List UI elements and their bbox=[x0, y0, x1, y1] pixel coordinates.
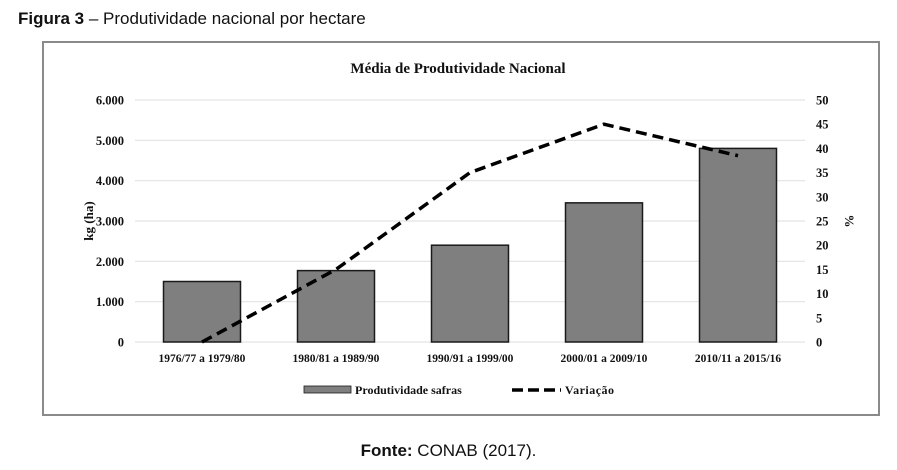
bar bbox=[430, 244, 510, 343]
y-tick-label: 4.000 bbox=[96, 174, 124, 188]
bar bbox=[162, 280, 242, 343]
legend-label-line: Variação bbox=[565, 383, 615, 397]
x-tick-label: 2000/01 a 2009/10 bbox=[561, 353, 648, 365]
chart-frame bbox=[42, 41, 880, 416]
source-note: Fonte: CONAB (2017). bbox=[0, 441, 897, 461]
legend-label-bars: Produtividade safras bbox=[355, 383, 462, 397]
x-tick-label: 1990/91 a 1999/00 bbox=[427, 353, 514, 365]
bar bbox=[564, 202, 644, 343]
y-tick-label: 5.000 bbox=[96, 134, 124, 148]
x-axis-ticks: 1976/77 a 1979/80 1980/81 a 1989/90 1990/9… bbox=[159, 353, 782, 365]
figure-caption: Figura 3 – Produtividade nacional por he… bbox=[18, 9, 366, 29]
y2-tick-label: 25 bbox=[816, 215, 829, 229]
bar bbox=[296, 269, 376, 343]
y2-tick-label: 45 bbox=[816, 118, 829, 132]
y-axis-left-label: kg (ha) bbox=[81, 201, 96, 240]
x-tick-label: 2010/11 a 2015/16 bbox=[695, 353, 782, 365]
y2-tick-label: 5 bbox=[816, 311, 822, 325]
y2-tick-label: 0 bbox=[816, 336, 822, 350]
source-label: Fonte: bbox=[360, 441, 413, 460]
y-tick-label: 1.000 bbox=[96, 295, 124, 309]
x-tick-label: 1976/77 a 1979/80 bbox=[159, 353, 246, 365]
y2-tick-label: 35 bbox=[816, 166, 829, 180]
bar bbox=[698, 147, 778, 343]
legend-swatch-bars bbox=[303, 385, 352, 394]
source-text: CONAB (2017). bbox=[412, 441, 537, 460]
y-axis-right-ticks: 0 5 10 15 20 25 30 35 40 45 50 bbox=[816, 94, 829, 350]
y2-tick-label: 10 bbox=[816, 287, 829, 301]
y2-tick-label: 40 bbox=[816, 142, 829, 156]
y-tick-label: 3.000 bbox=[96, 215, 124, 229]
y-axis-right-label: % bbox=[842, 215, 857, 228]
y-axis-left-ticks: 0 1.000 2.000 3.000 4.000 5.000 6.000 bbox=[96, 94, 124, 350]
legend: Produtividade safras Variação bbox=[303, 383, 615, 397]
y2-tick-label: 20 bbox=[816, 239, 829, 253]
y2-tick-label: 15 bbox=[816, 263, 829, 277]
y-tick-label: 2.000 bbox=[96, 255, 124, 269]
y-tick-label: 0 bbox=[118, 336, 124, 350]
x-tick-label: 1980/81 a 1989/90 bbox=[293, 353, 380, 365]
chart-title: Média de Produtividade Nacional bbox=[350, 61, 565, 77]
figure-caption-text: – Produtividade nacional por hectare bbox=[84, 9, 366, 28]
figure-label: Figura 3 bbox=[18, 9, 85, 28]
y2-tick-label: 30 bbox=[816, 190, 829, 204]
bars bbox=[162, 147, 778, 343]
y2-tick-label: 50 bbox=[816, 94, 829, 108]
y-tick-label: 6.000 bbox=[96, 94, 124, 108]
